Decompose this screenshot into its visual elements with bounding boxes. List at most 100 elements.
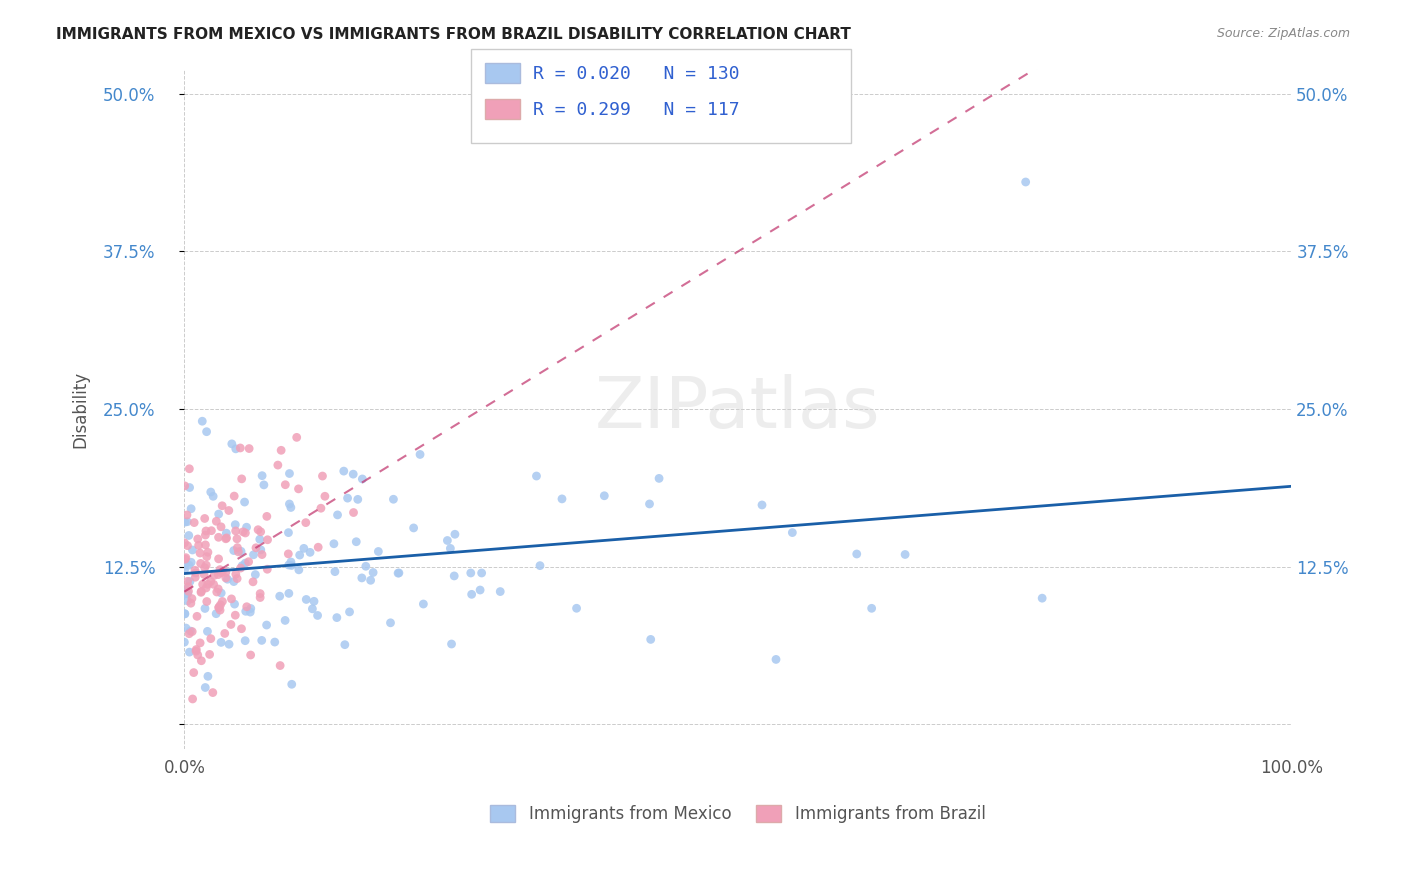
- Point: [202, 568, 225, 582]
- Point: [239, 605, 262, 619]
- Point: [229, 441, 252, 455]
- Point: [280, 555, 302, 569]
- Point: [250, 468, 273, 483]
- Point: [299, 545, 322, 559]
- Point: [179, 481, 201, 495]
- Point: [209, 635, 232, 649]
- Point: [235, 526, 257, 541]
- Point: [228, 545, 250, 559]
- Point: [342, 506, 364, 520]
- Point: [179, 645, 201, 659]
- Point: [277, 547, 299, 561]
- Point: [233, 556, 256, 570]
- Point: [195, 594, 218, 608]
- Point: [187, 532, 209, 546]
- Point: [288, 548, 311, 562]
- Point: [181, 591, 204, 606]
- Point: [489, 584, 512, 599]
- Point: [387, 566, 409, 581]
- Point: [205, 514, 228, 528]
- Point: [202, 489, 225, 503]
- Point: [471, 566, 494, 580]
- Point: [195, 549, 218, 564]
- Point: [333, 464, 356, 478]
- Point: [245, 567, 267, 582]
- Point: [845, 547, 868, 561]
- Point: [188, 546, 211, 560]
- Point: [301, 602, 323, 616]
- Point: [174, 552, 197, 566]
- Point: [181, 543, 204, 558]
- Point: [209, 603, 232, 617]
- Point: [215, 532, 238, 546]
- Point: [440, 637, 463, 651]
- Point: [242, 548, 264, 562]
- Point: [249, 533, 271, 547]
- Point: [267, 458, 290, 472]
- Point: [195, 558, 218, 573]
- Point: [274, 477, 297, 491]
- Point: [278, 467, 301, 481]
- Point: [176, 539, 198, 553]
- Point: [311, 469, 333, 483]
- Point: [288, 563, 311, 577]
- Point: [231, 472, 253, 486]
- Point: [412, 597, 434, 611]
- Point: [197, 624, 219, 639]
- Point: [217, 572, 239, 586]
- Point: [190, 585, 212, 599]
- Point: [239, 648, 262, 662]
- Point: [173, 563, 195, 577]
- Point: [249, 524, 271, 539]
- Point: [174, 515, 197, 529]
- Point: [176, 586, 198, 600]
- Point: [208, 563, 231, 577]
- Y-axis label: Disability: Disability: [72, 370, 89, 448]
- Point: [439, 541, 461, 556]
- Point: [194, 528, 217, 542]
- Point: [224, 489, 246, 503]
- Point: [436, 533, 458, 548]
- Point: [294, 516, 316, 530]
- Point: [174, 621, 197, 635]
- Point: [197, 669, 219, 683]
- Point: [174, 607, 197, 621]
- Point: [245, 541, 267, 555]
- Point: [209, 586, 232, 600]
- Legend: Immigrants from Mexico, Immigrants from Brazil: Immigrants from Mexico, Immigrants from …: [491, 805, 986, 822]
- Point: [468, 582, 491, 597]
- Point: [270, 443, 292, 458]
- Point: [173, 587, 195, 601]
- Point: [209, 598, 232, 612]
- Point: [322, 537, 344, 551]
- Point: [307, 608, 329, 623]
- Text: ZIPatlas: ZIPatlas: [595, 375, 880, 443]
- Point: [207, 530, 229, 544]
- Point: [402, 521, 425, 535]
- Point: [388, 566, 411, 580]
- Point: [198, 648, 221, 662]
- Point: [186, 642, 208, 657]
- Point: [211, 565, 233, 579]
- Point: [229, 561, 252, 575]
- Point: [214, 626, 236, 640]
- Point: [173, 607, 195, 621]
- Point: [894, 548, 917, 562]
- Point: [269, 589, 291, 603]
- Point: [229, 544, 252, 558]
- Point: [194, 681, 217, 695]
- Point: [218, 503, 240, 517]
- Point: [648, 471, 671, 485]
- Point: [200, 485, 222, 500]
- Point: [177, 528, 200, 542]
- Point: [195, 524, 218, 538]
- Text: Source: ZipAtlas.com: Source: ZipAtlas.com: [1216, 27, 1350, 40]
- Point: [173, 479, 195, 493]
- Point: [765, 652, 787, 666]
- Point: [593, 489, 616, 503]
- Point: [226, 572, 249, 586]
- Point: [200, 524, 222, 538]
- Point: [640, 632, 662, 647]
- Point: [444, 527, 467, 541]
- Point: [208, 600, 231, 615]
